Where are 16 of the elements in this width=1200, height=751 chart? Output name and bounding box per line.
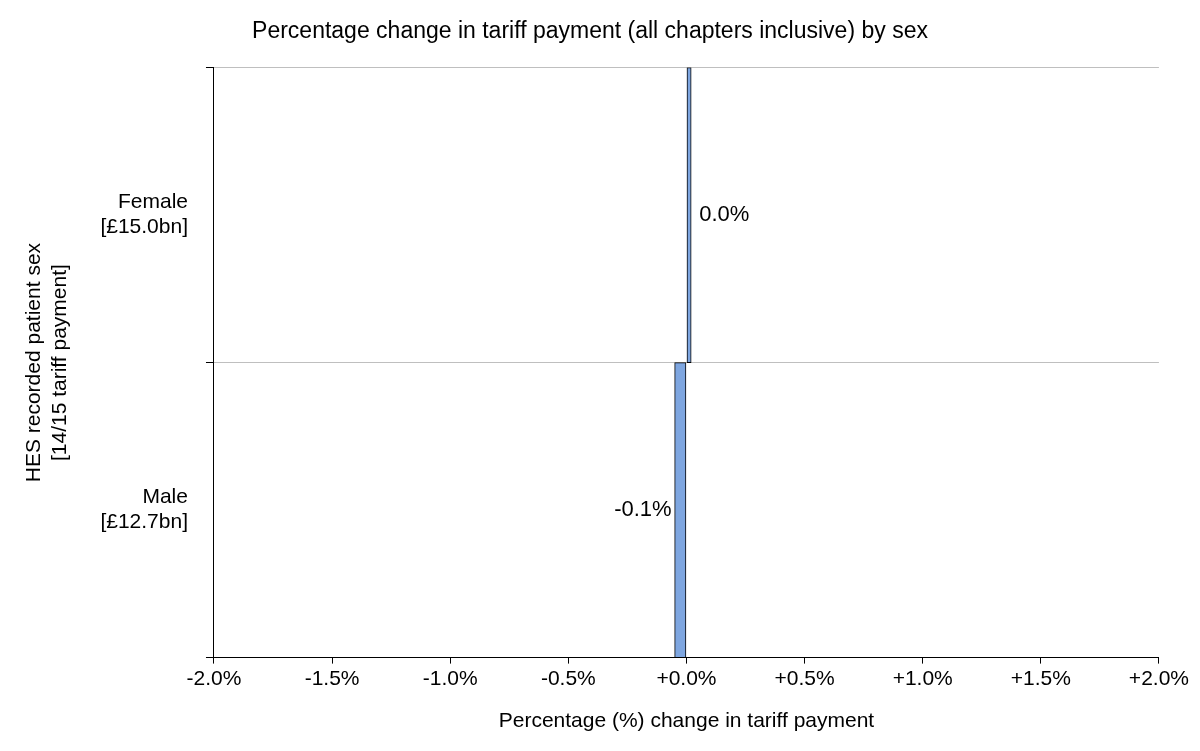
x-axis-title: Percentage (%) change in tariff payment: [498, 708, 875, 732]
x-tick-label: -0.5%: [540, 666, 596, 689]
x-tick-label: +2.0%: [1128, 666, 1190, 689]
chart-title: Percentage change in tariff payment (all chapters inclusive) by sex: [252, 17, 929, 44]
x-tick-label: +0.0%: [656, 666, 717, 689]
x-tick-label: +1.5%: [1010, 666, 1071, 689]
data-label: -0.1%: [614, 496, 672, 522]
y-axis-title: HES recorded patient sex [14/15 tariff payment]: [21, 242, 70, 483]
data-label: 0.0%: [699, 201, 750, 227]
x-tick-label: -2.0%: [186, 666, 242, 689]
x-tick-label: +0.5%: [774, 666, 835, 689]
y-tick-label: Female [£15.0bn]: [100, 189, 188, 238]
x-tick-label: -1.5%: [304, 666, 360, 689]
x-tick-label: +1.0%: [892, 666, 953, 689]
x-tick-label: -1.0%: [422, 666, 478, 689]
y-tick-label: Male [£12.7bn]: [100, 484, 188, 533]
